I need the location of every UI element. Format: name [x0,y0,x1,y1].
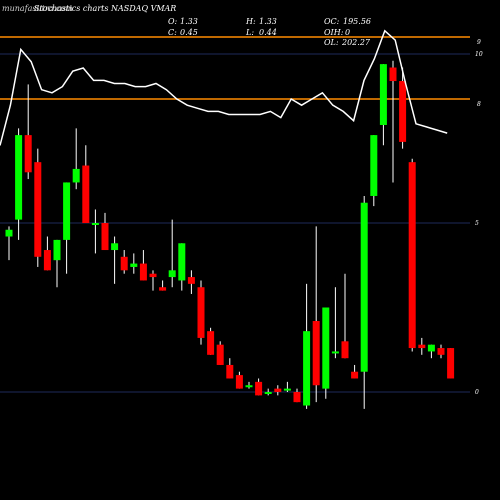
candle-body-down [399,81,407,142]
candle-body-down [216,344,224,365]
open-label: O: [168,17,178,26]
candle-body-down [226,364,234,379]
candle-body-down [197,287,205,338]
candle-body-down [389,67,397,82]
candle-body-down [207,331,215,355]
candle-body-down [408,162,416,349]
candle-body-up [111,243,119,251]
close-value: 0.45 [180,28,198,37]
candle-body-up [322,307,330,389]
candle-body-up [370,135,378,196]
candle-body-down [255,381,263,396]
candle-body-down [418,344,426,349]
axis-label-layer: 10 5 0 9 8 [475,39,483,396]
candle-body-down [293,392,301,403]
candle-body-down [447,348,455,379]
candle-body-up [264,392,272,394]
oc-value: 195.56 [343,17,371,26]
price-tick-label: 10 [475,51,483,58]
price-tick-label: 5 [475,220,479,227]
low-value: 0.44 [259,28,277,37]
candle-body-down [312,321,320,386]
candle-body-down [351,371,359,379]
candle-body-up [360,202,368,372]
high-value: 1.33 [259,17,277,26]
candle-body-up [72,168,80,183]
grid-layer [0,53,470,393]
stoch-tick-label: 8 [477,101,481,108]
candle-body-up [53,239,61,261]
candle-body-down [139,263,147,281]
candle-body-down [149,273,157,278]
candle-body-down [101,223,109,251]
candle-body-down [24,135,32,173]
candle-body-up [168,270,176,278]
candle-body-up [379,64,387,125]
candle-body-down [187,277,195,284]
candle-body-up [130,263,138,267]
open-value: 1.33 [180,17,198,26]
candle-body-up [5,229,13,237]
low-label: L: [246,28,255,37]
candle-body-down [82,165,90,223]
high-label: H: [246,17,256,26]
candle-body-down [120,256,128,271]
candle-body-up [427,344,435,352]
candle-body-down [159,287,167,291]
candle-body-down [43,250,51,271]
oih-value: 0 [345,28,351,37]
candle-body-up [91,223,99,225]
candle-body-down [437,348,445,355]
candle-layer [5,60,455,409]
oc-label: OC: [324,17,340,26]
watermark: munafasutra.com [2,4,73,13]
ol-label: OL: [324,38,339,47]
stochastic-line [0,29,448,146]
ol-value: 202.27 [342,38,370,47]
candle-body-up [331,351,339,354]
candle-body-down [274,388,282,392]
candle-body-down [235,375,243,389]
stochastic-line-layer [0,29,448,146]
candle-body-up [303,331,311,406]
stoch-tick-label: 9 [477,39,481,46]
oih-label: OIH: [324,28,344,37]
candle-body-up [178,243,186,281]
candle-body-down [341,341,349,359]
candle-body-up [283,388,291,391]
close-label: C: [168,28,177,37]
candle-body-down [34,162,42,257]
candle-body-up [15,135,23,220]
candle-body-up [63,182,71,240]
candle-body-up [245,385,253,388]
chart-title: Stochastics charts NASDAQ VMAR [34,4,177,13]
price-tick-label: 0 [475,389,479,396]
